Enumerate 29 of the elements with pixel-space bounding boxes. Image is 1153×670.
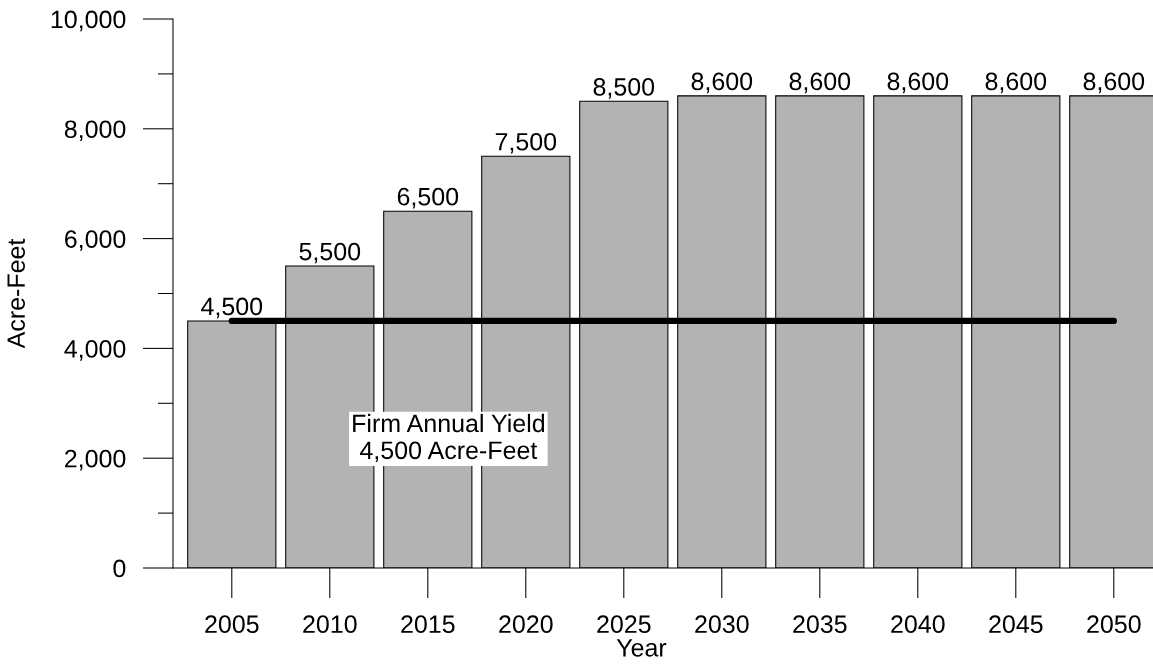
data-label: 8,600	[789, 72, 851, 94]
y-axis-title: Acre-Feet	[7, 238, 25, 349]
x-tick-label: 2040	[891, 615, 945, 634]
annotation: Firm Annual Yield 4,500 Acre-Feet	[353, 413, 545, 463]
data-label: 8,500	[593, 78, 655, 99]
data-label: 8,600	[985, 72, 1047, 94]
data-label: 4,500	[201, 297, 263, 319]
x-tick-label: 2020	[499, 615, 553, 634]
y-tick-label: 6,000	[65, 230, 126, 251]
x-tick-label: 2025	[597, 615, 651, 634]
y-tick-label: 4,000	[64, 340, 126, 361]
y-tick-label: 0	[113, 559, 126, 578]
y-tick-label: 2,000	[65, 449, 126, 471]
x-tick-label: 2015	[401, 615, 455, 634]
data-label: 7,500	[495, 132, 557, 154]
x-tick-label: 2050	[1087, 615, 1141, 634]
y-tick-label: 10,000	[51, 10, 126, 32]
data-label: 8,600	[1083, 72, 1145, 94]
y-tick-label: 8,000	[64, 120, 126, 142]
data-label: 8,600	[691, 72, 753, 94]
x-tick-label: 2030	[695, 615, 749, 634]
data-label: 8,600	[887, 72, 949, 94]
x-axis-title: Year	[616, 639, 667, 657]
x-tick-label: 2010	[303, 615, 357, 634]
x-tick-label: 2035	[793, 615, 847, 634]
x-tick-label: 2045	[989, 615, 1043, 634]
x-tick-label: 2005	[205, 615, 259, 634]
data-label: 6,500	[397, 187, 459, 209]
data-label: 5,500	[299, 242, 361, 264]
